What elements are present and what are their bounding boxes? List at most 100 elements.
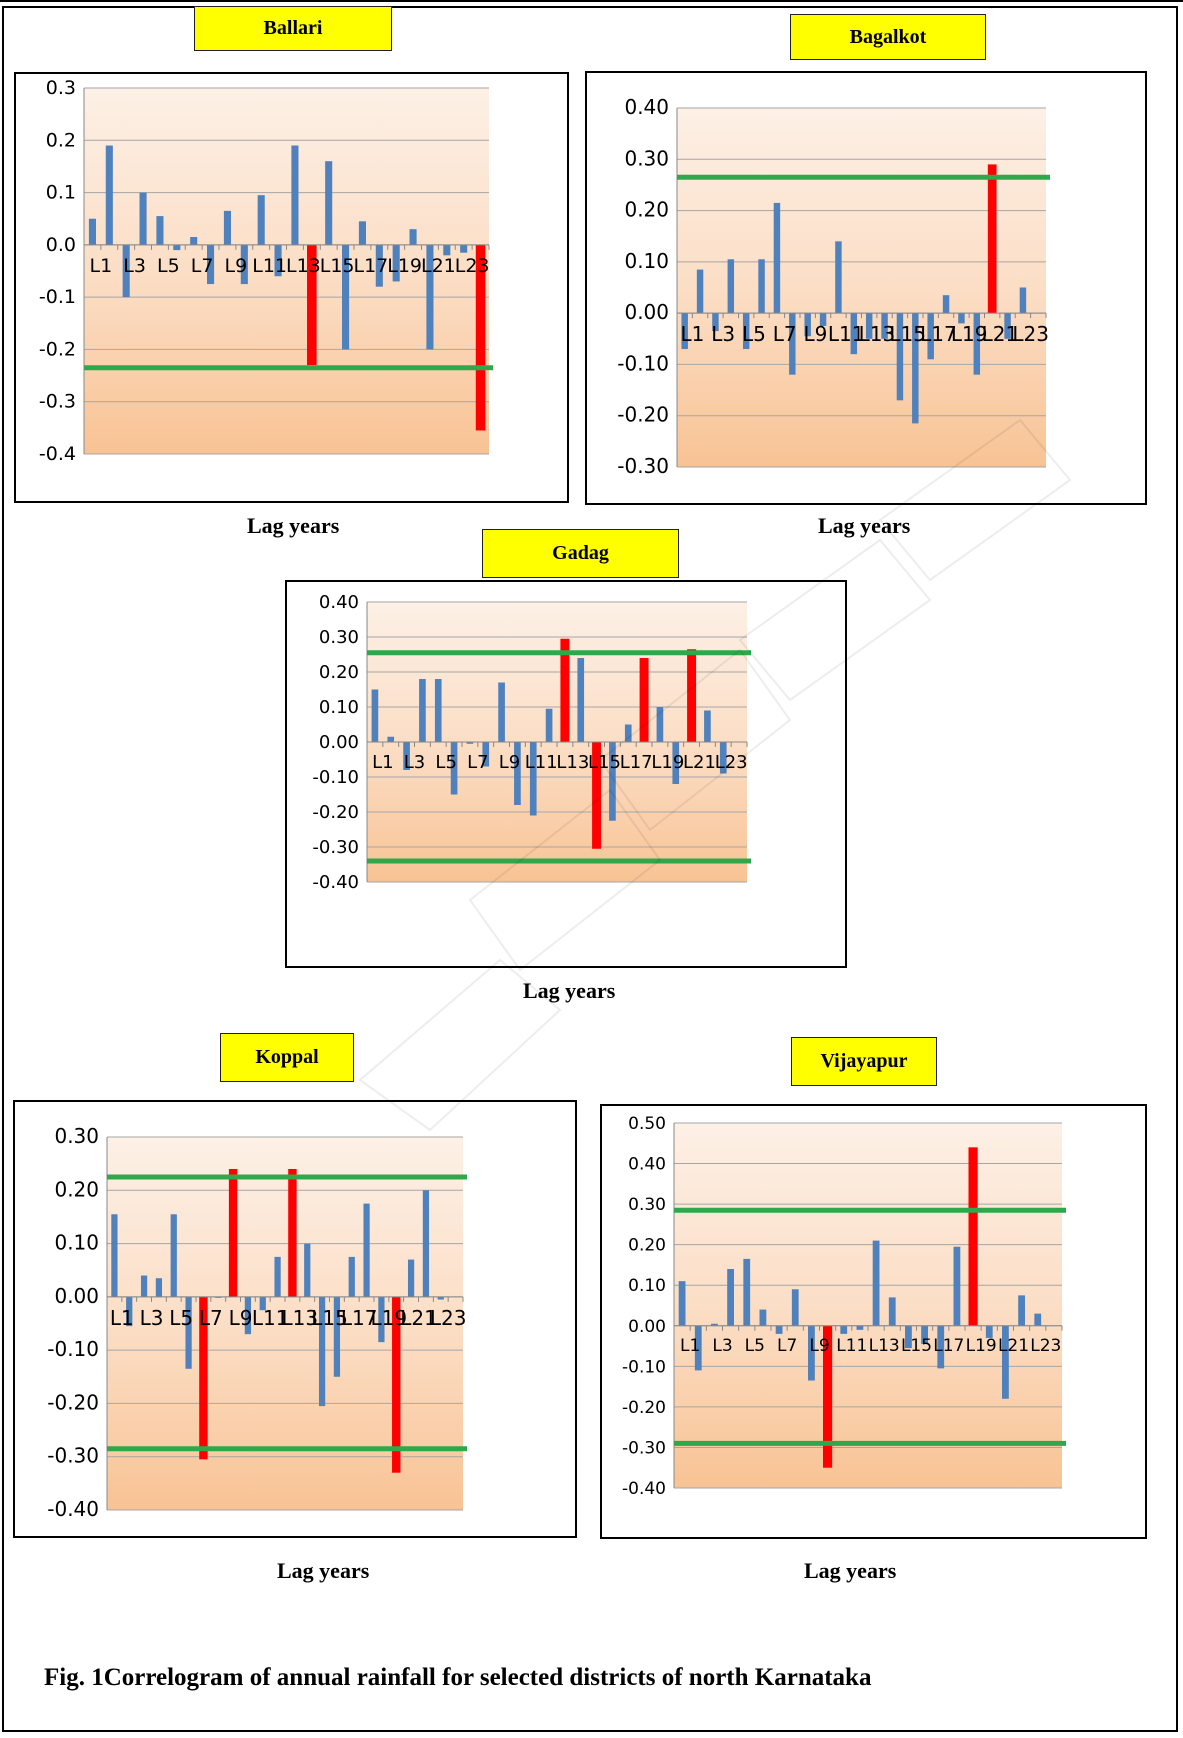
plot-area [84,88,489,454]
bar [696,269,704,314]
bar-significant [639,658,649,742]
bar [953,1246,961,1326]
x-tick-label: L19 [371,1306,408,1330]
x-tick-label: L23 [455,255,490,277]
y-tick-label: 0.1 [46,182,76,204]
x-tick-label: L5 [157,255,180,277]
bar [207,244,215,285]
bar [88,218,96,245]
bar [342,244,350,350]
plot-area [674,1123,1062,1488]
bar [742,313,750,350]
y-tick-label: 0.30 [319,627,359,648]
y-tick-label: 0.10 [319,697,359,718]
bar-significant [592,742,602,849]
bar [173,244,181,251]
x-tick-label: L15 [588,752,621,773]
bar [678,1281,686,1326]
y-tick-label: 0.3 [46,77,76,99]
bar [921,1325,928,1345]
y-tick-label: -0.30 [622,1438,666,1458]
y-tick-label: -0.40 [622,1479,666,1499]
x-tick-label: L9 [229,1306,253,1330]
bar [105,145,113,245]
bar [865,313,873,339]
x-tick-label: L7 [777,1336,797,1356]
bar [888,1297,896,1326]
x-tick-label: L19 [651,752,684,773]
x-tick-label: L7 [199,1306,223,1330]
x-tick-label: L7 [773,322,797,346]
koppal-xlabel: Lag years [277,1558,370,1583]
bar [896,313,904,401]
bar [609,742,616,821]
bar [856,1325,864,1330]
y-tick-label: 0.20 [624,198,669,222]
bar [443,244,451,256]
x-tick-label: L23 [430,1306,467,1330]
bar [712,313,719,332]
y-tick-label: -0.20 [622,1398,666,1418]
x-tick-label: L15 [889,322,926,346]
bar [450,742,458,795]
bar [905,1325,912,1349]
koppal-chart: 0.30 0.20 0.10 0.00 -0.10 -0.20 -0.30 -0.40 L1 L3… [47,1124,467,1521]
x-tick-label: L3 [711,322,735,346]
bar [694,1325,702,1371]
koppal-title: Koppal [220,1033,354,1082]
bar [190,237,198,245]
x-tick-label: L5 [169,1306,193,1330]
x-tick-label: L15 [901,1336,932,1356]
bar [1004,313,1011,339]
y-tick-label: -0.40 [312,872,359,893]
x-tick-label: L1 [680,322,704,346]
x-tick-label: L21 [982,322,1019,346]
bar [1019,287,1027,314]
x-tick-label: L7 [467,752,488,773]
bar [348,1256,355,1297]
y-tick-label: -0.3 [39,391,76,413]
y-tick-label: 0.30 [628,1195,666,1215]
bar [375,244,383,287]
y-tick-label: -0.30 [617,454,669,478]
x-tick-label: L9 [803,322,827,346]
bar [363,1203,370,1297]
bar [773,202,781,314]
bar [759,1309,767,1326]
bar [804,313,811,337]
bar [139,192,147,245]
figure-frame [2,6,1178,1732]
bar [407,1259,415,1297]
bar [426,244,434,350]
x-tick-label: L1 [110,1306,134,1330]
x-tick-label: L21 [683,752,716,773]
y-tick-label: -0.20 [47,1390,99,1414]
bar [912,313,919,424]
bar [170,1214,177,1297]
bar [881,313,888,339]
bar [274,1256,281,1297]
bar [840,1325,848,1334]
bar-significant [288,1168,297,1297]
bar [545,708,553,742]
bar [704,710,711,742]
bar [942,295,950,314]
bar [1034,1313,1042,1326]
x-tick-label: L13 [556,752,589,773]
gadag-chart-box: 0.40 0.30 0.20 0.10 0.00 -0.10 -0.20 -0.30 -0.40… [285,580,847,968]
x-tick-label: L21 [400,1306,437,1330]
bar [403,742,410,770]
bar [358,221,366,245]
bar [140,1275,148,1297]
bar [291,145,299,245]
bar-significant [228,1168,238,1297]
bar [371,689,379,742]
bar [434,679,442,742]
bar [985,1325,993,1338]
x-tick-label: L1 [372,752,393,773]
bar [223,210,231,245]
bar [378,1296,385,1343]
y-tick-label: 0.00 [319,732,359,753]
x-tick-label: L1 [90,255,113,277]
x-tick-label: L9 [499,752,520,773]
